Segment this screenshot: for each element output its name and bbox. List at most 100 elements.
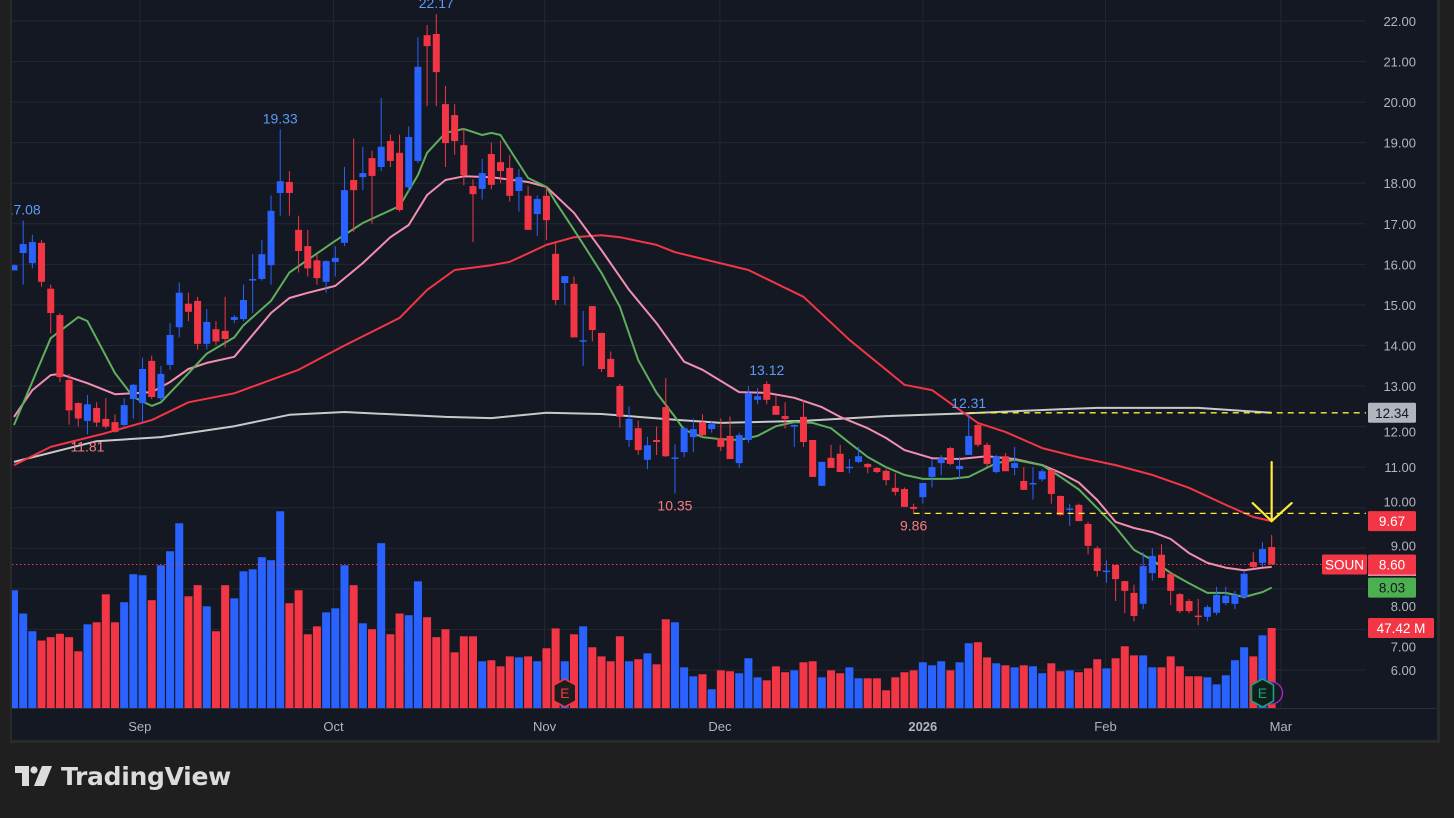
candle <box>148 355 156 400</box>
candle <box>910 503 918 514</box>
candle <box>240 284 247 322</box>
volume-bar <box>983 657 992 708</box>
candle <box>1066 503 1074 526</box>
volume-bar <box>771 666 780 708</box>
volume-bar <box>267 560 276 708</box>
candle <box>47 284 55 334</box>
candle <box>864 463 872 474</box>
candle <box>882 469 890 486</box>
volume-bar <box>1120 646 1129 708</box>
candle <box>662 377 670 458</box>
candle-body <box>607 358 615 378</box>
volume-bar <box>882 690 891 708</box>
candle-body <box>919 482 927 498</box>
price-axis-label-text: 8.03 <box>1379 581 1405 596</box>
volume-bar <box>331 608 340 708</box>
volume-bar <box>762 680 771 708</box>
candle <box>689 418 697 453</box>
tradingview-logo[interactable]: TradingView <box>15 762 231 791</box>
volume-bar <box>1093 659 1102 708</box>
price-axis-tick: 21.00 <box>1383 55 1416 70</box>
candle <box>19 220 27 285</box>
candle-body <box>166 334 174 365</box>
candle <box>166 323 174 370</box>
volume-bar <box>1074 672 1083 708</box>
volume-bar <box>1166 656 1175 708</box>
candle <box>221 296 229 348</box>
volume-bar <box>1267 628 1276 708</box>
candle-body <box>1130 592 1138 617</box>
candle-body <box>386 141 394 161</box>
chart-frame[interactable] <box>10 0 1440 743</box>
candle-body <box>717 437 725 447</box>
volume-bar <box>1249 656 1258 708</box>
price-axis-label: 8.60 <box>1368 554 1416 575</box>
earnings-marker-upcoming[interactable]: E <box>1250 678 1284 708</box>
volume-bar <box>248 569 257 708</box>
candle-body <box>175 292 183 328</box>
candle-body <box>643 445 651 460</box>
volume-bar <box>83 624 92 708</box>
moving-average-line-ma-200 <box>13 406 1272 463</box>
candle <box>194 296 202 350</box>
candle-body <box>891 487 899 492</box>
price-axis-label: 8.03 <box>1368 577 1416 598</box>
volume-bar <box>827 670 836 708</box>
candle <box>340 167 348 247</box>
volume-bar <box>551 628 560 708</box>
candle-body <box>497 162 505 172</box>
candle-body <box>625 418 633 440</box>
candle <box>350 138 358 232</box>
candle <box>1102 560 1110 583</box>
candle <box>377 98 385 172</box>
candle-body <box>1185 601 1193 612</box>
candle <box>790 424 798 447</box>
volume-bar <box>661 619 670 708</box>
earnings-marker-past[interactable]: E <box>553 678 577 708</box>
candle-body <box>1066 508 1074 511</box>
candle-body <box>304 246 312 269</box>
candle <box>368 150 376 224</box>
volume-bar <box>542 648 551 708</box>
candle <box>552 242 560 305</box>
candle-body <box>1268 547 1276 565</box>
candle-body <box>1121 581 1129 591</box>
candle-body <box>1020 480 1028 490</box>
candle <box>1093 546 1101 577</box>
candle-body <box>1112 564 1120 580</box>
candle-body <box>12 265 18 271</box>
candle-body <box>836 453 844 473</box>
candle-body <box>735 435 743 464</box>
volume-bar <box>303 634 312 708</box>
candle-body <box>579 340 587 342</box>
price-axis-label-bg <box>1368 511 1416 532</box>
arrow-head <box>1251 502 1293 523</box>
volume-bar <box>808 661 817 708</box>
volume-bar <box>478 661 487 708</box>
volume-bar <box>735 673 744 708</box>
candle <box>588 306 596 342</box>
candle-body <box>616 386 624 417</box>
volume-bar <box>257 557 266 708</box>
volume-bar <box>716 670 725 708</box>
candle <box>111 414 119 433</box>
volume-bar <box>404 615 413 708</box>
price-axis-tick: 9.00 <box>1391 538 1416 553</box>
tradingview-logo-icon <box>15 765 52 786</box>
candle-body <box>1203 607 1211 617</box>
volume-bar <box>19 613 28 708</box>
candle <box>607 351 615 378</box>
price-low-label: 10.35 <box>657 498 692 514</box>
volume-bar <box>37 640 46 708</box>
candle <box>386 134 394 168</box>
candle <box>451 104 459 155</box>
moving-average-line-ma-50 <box>13 234 1272 523</box>
volume-bar <box>1148 667 1157 708</box>
candle <box>836 444 844 473</box>
price-axis-tick: 13.00 <box>1383 379 1416 394</box>
candle <box>83 394 91 435</box>
candle <box>441 85 449 168</box>
volume-bar <box>92 622 101 708</box>
candle-body <box>1029 482 1037 485</box>
